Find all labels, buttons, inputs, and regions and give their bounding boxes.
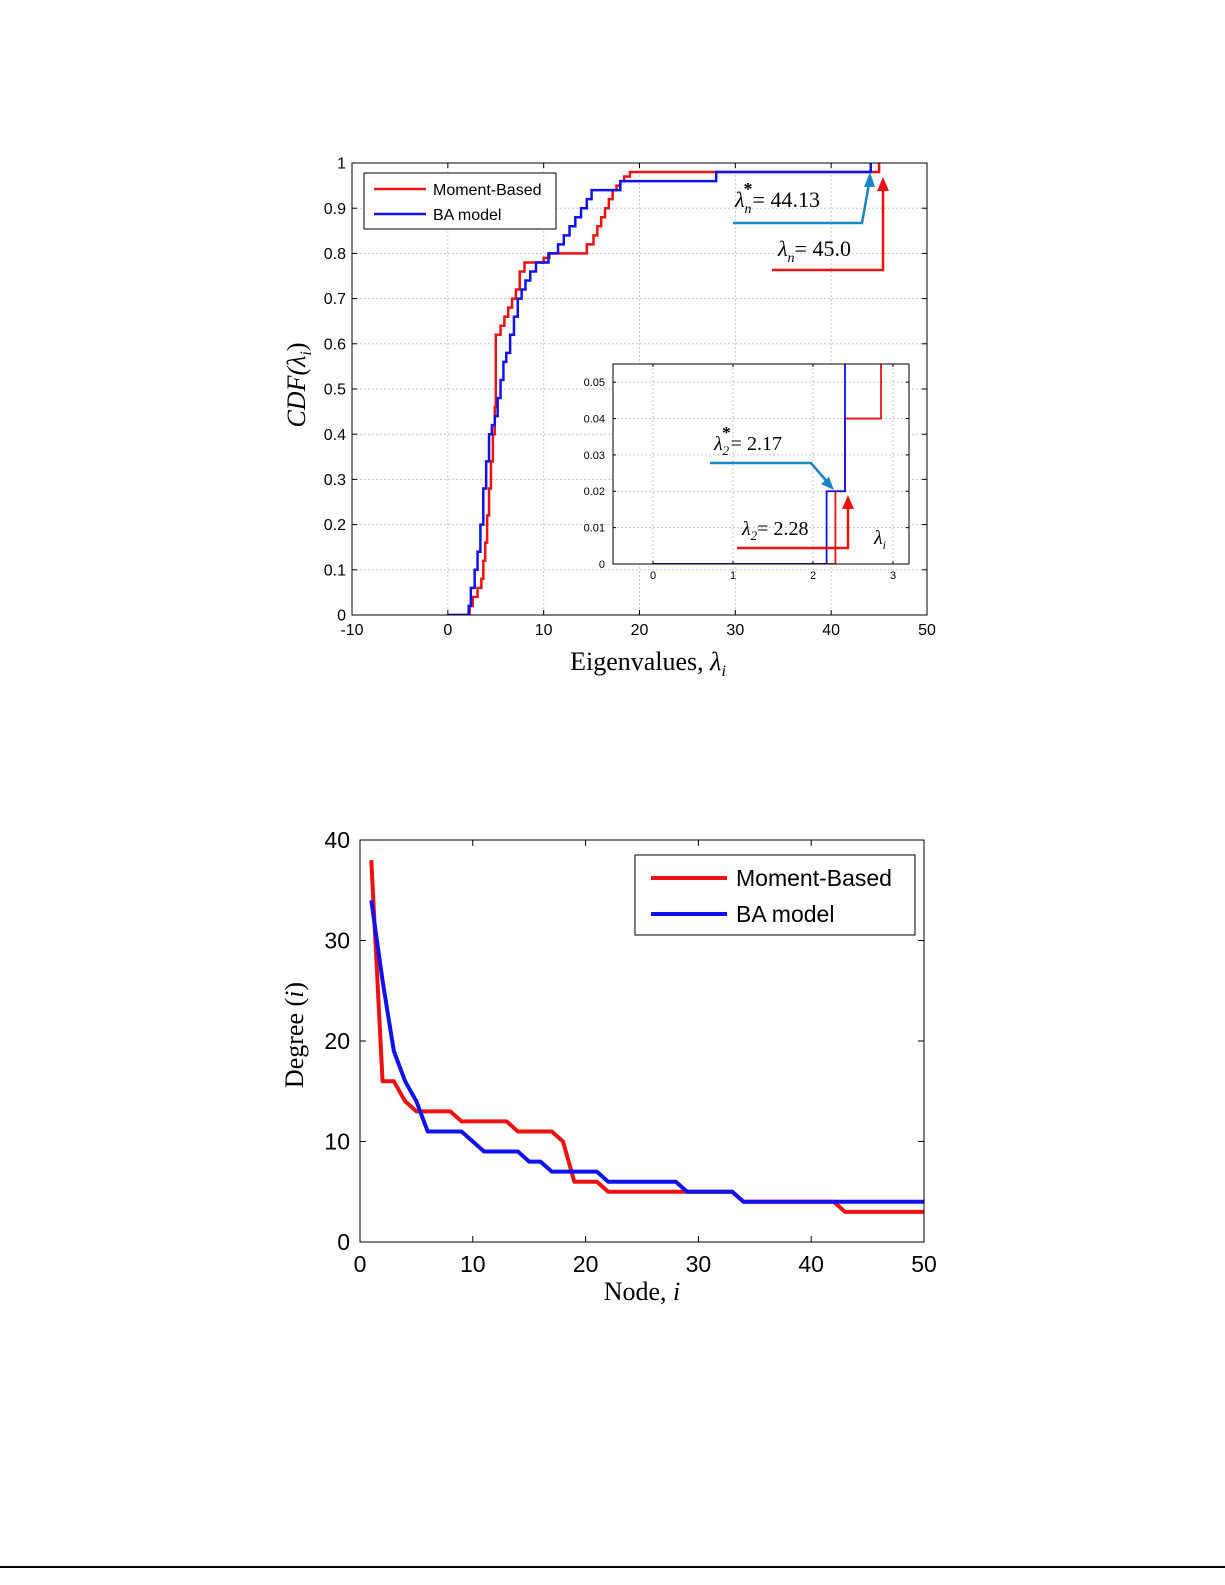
- y-tick-label: 0.03: [584, 450, 605, 462]
- inset-y-ticks: 0 0.01 0.02 0.03 0.04 0.05: [584, 377, 909, 571]
- annotation-lambda-n-star-label: λn*= 44.13: [734, 179, 820, 217]
- annotation-lambda-2-star-label: λ2*= 2.17: [713, 423, 782, 458]
- degree-series: [369, 859, 924, 1214]
- y-tick-label: 0: [599, 559, 605, 571]
- inset-series: [653, 364, 882, 564]
- cdf-series: [447, 163, 881, 615]
- y-tick-label: 30: [324, 928, 350, 954]
- x-tick-label: 0: [443, 622, 452, 639]
- x-tick-label: 0: [354, 1251, 367, 1277]
- annotation-lambda-2-star-arrowhead: [821, 477, 834, 490]
- y-tick-label: 0.01: [584, 522, 605, 534]
- annotation-lambda-2-arrow: [737, 504, 850, 550]
- annotation-lambda-2-star-arrow: [710, 461, 830, 485]
- cdf-chart: -10 0 10 20 30 40 50 00.10.20.30.40.50.60.70.8…: [282, 156, 936, 680]
- annotation-lambda-n: λn= 45.0: [772, 177, 889, 272]
- y-tick-label: 0.7: [324, 291, 346, 308]
- x-tick-label: 30: [686, 1251, 712, 1277]
- x-tick-label: 20: [573, 1251, 599, 1277]
- degree-x-axis-label: Node, i: [604, 1277, 681, 1306]
- y-tick-label: 40: [324, 827, 350, 853]
- y-tick-label: 0.3: [324, 472, 346, 489]
- cdf-legend-label-ba: BA model: [433, 207, 501, 224]
- inset-x-ticks: 0 1 2 3: [650, 364, 896, 582]
- x-tick-label: 2: [810, 570, 816, 582]
- x-tick-label: 3: [890, 570, 896, 582]
- cdf-x-ticks: -10 0 10 20 30 40 50: [340, 163, 936, 639]
- degree-legend: Moment-Based BA model: [634, 854, 916, 936]
- degree-x-ticks: 0 10 20 30 40 50: [354, 840, 937, 1277]
- y-tick-label: 0.05: [584, 377, 605, 389]
- x-tick-label: 1: [730, 570, 736, 582]
- y-tick-label: 0.8: [324, 246, 346, 263]
- y-tick-label: 0.1: [324, 562, 346, 579]
- x-tick-label: 20: [631, 622, 649, 639]
- degree-y-axis-label: Degree (i): [280, 982, 309, 1088]
- degree-legend-label-moment: Moment-Based: [736, 865, 892, 891]
- cdf-x-axis-label: Eigenvalues, λi: [570, 647, 726, 680]
- y-tick-label: 10: [324, 1129, 350, 1155]
- inset-plot-frame: [612, 363, 910, 565]
- cdf-y-ticks: 0 0.1 0.2 0.3 0.4 0.5 0.6 0.7 0.8 0.9 1: [324, 156, 927, 625]
- degree-legend-label-ba: BA model: [736, 901, 834, 927]
- annotation-lambda-n-arrow: [772, 186, 885, 272]
- x-tick-label: 10: [535, 622, 553, 639]
- inset-x-axis-label: λi: [873, 527, 886, 552]
- y-tick-label: 0.5: [324, 382, 346, 399]
- x-tick-label: 40: [798, 1251, 824, 1277]
- y-tick-label: 0.6: [324, 336, 346, 353]
- cdf-legend-box: [363, 172, 557, 230]
- x-tick-label: 10: [460, 1251, 486, 1277]
- annotation-lambda-2-arrowhead: [842, 495, 854, 509]
- degree-legend-box: [634, 854, 916, 936]
- annotation-lambda-2-label: λ2= 2.28: [741, 518, 808, 543]
- y-tick-label: 0: [337, 1229, 350, 1255]
- cdf-series-moment-based: [447, 163, 881, 615]
- annotation-lambda-n-star-arrow: [733, 177, 872, 225]
- cdf-legend: Moment-Based BA model: [363, 172, 557, 230]
- y-tick-label: 0: [337, 608, 346, 625]
- y-tick-label: 1: [337, 156, 346, 173]
- degree-chart: 0 10 20 30 40 50 0 10 20 30 40 Node, i Degree (i)…: [280, 827, 937, 1306]
- y-tick-label: 0.4: [324, 427, 346, 444]
- y-tick-label: 0.04: [584, 413, 605, 425]
- degree-y-ticks: 0 10 20 30 40: [324, 827, 924, 1255]
- x-tick-label: 50: [911, 1251, 937, 1277]
- x-tick-label: 50: [918, 622, 936, 639]
- cdf-legend-label-moment: Moment-Based: [433, 182, 542, 199]
- cdf-series-ba-model: [447, 163, 872, 615]
- inset-series-ba-model: [653, 364, 846, 564]
- x-tick-label: -10: [340, 622, 363, 639]
- annotation-lambda-n-arrowhead: [877, 177, 889, 191]
- y-tick-label: 0.9: [324, 201, 346, 218]
- y-tick-label: 0.02: [584, 486, 605, 498]
- x-tick-label: 40: [822, 622, 840, 639]
- annotation-lambda-n-star: λn*= 44.13: [733, 172, 875, 225]
- annotation-lambda-2: λ2= 2.28: [737, 495, 854, 550]
- y-tick-label: 20: [324, 1028, 350, 1054]
- x-tick-label: 30: [726, 622, 744, 639]
- degree-series-ba-model: [369, 900, 924, 1204]
- annotation-lambda-n-star-arrowhead: [864, 172, 875, 187]
- y-tick-label: 0.2: [324, 517, 346, 534]
- x-tick-label: 0: [650, 570, 656, 582]
- page-bottom-rule: [0, 1566, 1225, 1568]
- annotation-lambda-n-label: λn= 45.0: [777, 236, 851, 266]
- annotation-lambda-2-star: λ2*= 2.17: [710, 423, 834, 490]
- cdf-y-axis-label: CDF(λi): [282, 342, 315, 427]
